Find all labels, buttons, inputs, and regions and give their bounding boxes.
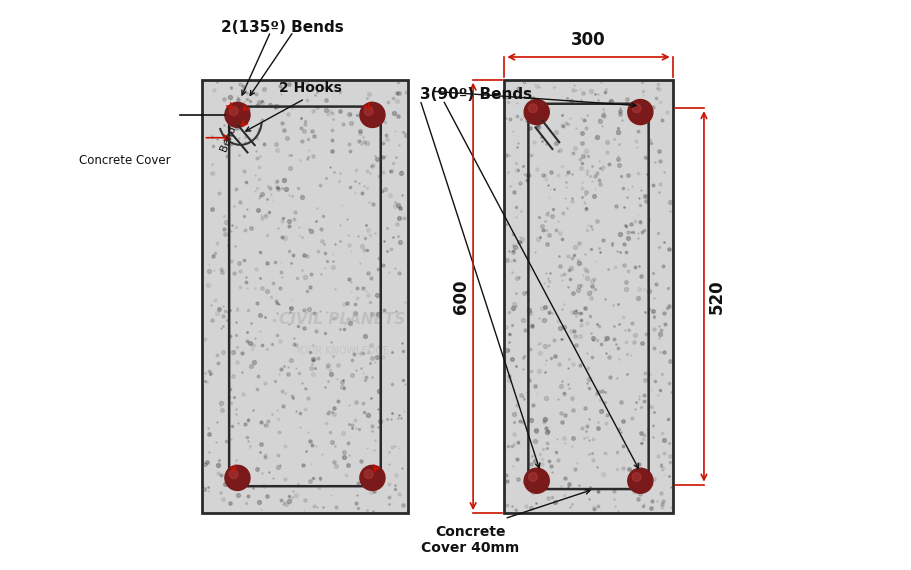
Circle shape: [528, 473, 537, 481]
Text: YOUR KNOWLEDGE: YOUR KNOWLEDGE: [294, 345, 389, 356]
Circle shape: [363, 107, 373, 116]
Text: 520: 520: [707, 279, 724, 314]
Circle shape: [631, 104, 640, 113]
Circle shape: [225, 103, 250, 128]
Circle shape: [360, 465, 384, 490]
Circle shape: [627, 100, 652, 125]
Text: 3(90º) Bends: 3(90º) Bends: [420, 87, 532, 101]
Circle shape: [524, 100, 548, 125]
Bar: [202, 80, 407, 513]
Circle shape: [627, 468, 652, 493]
Circle shape: [229, 470, 238, 479]
Circle shape: [360, 103, 384, 128]
Circle shape: [363, 470, 373, 479]
Circle shape: [631, 473, 640, 481]
Circle shape: [225, 465, 250, 490]
Text: Concrete
Cover 40mm: Concrete Cover 40mm: [421, 526, 518, 555]
Text: 600: 600: [451, 279, 469, 314]
Text: Bend: Bend: [219, 125, 238, 153]
Text: 2 Hooks: 2 Hooks: [279, 82, 342, 95]
Circle shape: [524, 468, 548, 493]
Bar: [504, 80, 672, 513]
Circle shape: [229, 107, 238, 116]
Text: CIVIL PLANETS: CIVIL PLANETS: [279, 312, 404, 327]
Circle shape: [528, 104, 537, 113]
Text: Concrete Cover: Concrete Cover: [79, 154, 170, 167]
Text: 2(135º) Bends: 2(135º) Bends: [220, 20, 343, 35]
Text: 300: 300: [570, 31, 605, 49]
